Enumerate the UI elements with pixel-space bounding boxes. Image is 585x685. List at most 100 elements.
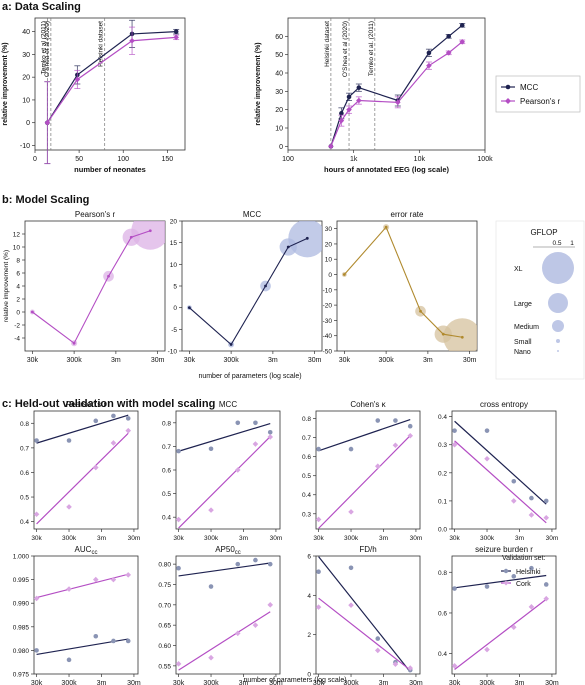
xlabel-a1: number of neonates [74,165,146,174]
point-c6-helsinki [316,569,321,575]
panel-a1-ytick-label: 20 [22,75,30,82]
panel-c7-ytick-label: 0.6 [438,610,447,617]
point-a2-pearson [356,97,362,104]
panel-c4-ytick-label: 0.990 [13,601,30,608]
panel-c7-xtick-label: 30m [545,680,559,685]
panel-c3-ytick-label: 0.4 [438,414,447,421]
point-c2-cork [374,463,381,469]
point-a2-mcc [339,111,344,116]
legend-b-bubble-xl [542,252,574,284]
panel-c2-ytick-label: 0.6 [302,454,311,461]
point-c6-helsinki [375,636,381,641]
point-c7-cork [510,624,517,631]
legend-b-bubble-small [556,339,560,343]
point-c5-cork [267,602,274,608]
title-b3: error rate [391,210,424,219]
panel-b2-ytick-label: -10 [168,349,178,356]
legend-c-cork-marker [503,580,509,586]
panel-c7-xtick-label: 30k [449,680,461,685]
panel-b2-ytick-label: 5 [173,284,177,291]
panel-c6-ytick-label: 0 [307,672,311,679]
point-b1 [129,235,133,239]
panel-c4-ytick-label: 0.975 [13,672,30,679]
panel-c6-xtick-label: 30k [313,680,325,685]
panel-c1-ytick-label: 0.4 [162,515,171,522]
panel-a1-ytick-label: -10 [20,143,30,150]
panel-c5-ytick-label: 0.60 [158,643,171,650]
fit-line-c5-cork [178,611,271,671]
point-c6-cork [392,661,399,667]
panel-a1-xtick-label: 150 [162,156,174,163]
point-c4-helsinki [66,657,72,663]
panel-c4-ytick-label: 0.995 [13,577,30,584]
panel-c0-xtick-label: 30m [128,535,141,542]
panel-c3-xtick-label: 300k [480,535,495,542]
panel-c5-frame [175,555,281,675]
panel-b1-xtick-label: 3m [111,357,121,364]
panel-b1-xtick-label: 300k [67,357,83,364]
point-a1-pearson [44,119,51,126]
panel-b1-ytick-label: 0 [16,310,20,317]
panel-c6-ytick-label: 2 [307,632,311,639]
fit-line-c7-helsinki [454,574,547,589]
panel-b3-xtick-label: 3m [423,357,433,364]
vline-label-a1-1: O'Shea et al (2020) [44,21,51,77]
legend-a-mcc-marker [505,84,511,90]
point-c5-cork [208,654,214,661]
panel-c7-xtick-label: 300k [479,680,495,685]
point-c4-cork [125,572,132,578]
point-c7-cork [484,646,490,653]
panel-c5-ytick-label: 0.70 [158,602,171,609]
panel-c0-xtick-label: 3m [97,535,106,542]
panel-a2-xtick-label: 1k [350,156,358,163]
panel-c6-ytick-label: 6 [307,554,311,561]
point-a2-pearson [459,39,466,45]
panel-c4-xtick-label: 3m [97,680,107,685]
panel-a2-xtick-label: 100k [477,156,493,163]
panel-b1-xtick-label: 30k [27,357,39,364]
point-a2-mcc [356,85,362,90]
point-c3-cork [510,498,517,504]
panel-c7-xtick-label: 3m [515,680,525,685]
fit-line-c1-helsinki [178,423,271,452]
panel-c3-xtick-label: 30m [546,535,559,542]
point-c1-helsinki [235,420,241,426]
panel-c2-xtick-label: 3m [379,535,388,542]
point-c4-cork [110,576,117,583]
title-c0: Pearson's r [66,400,107,409]
point-c2-helsinki [407,423,413,429]
legend-a-box [495,75,581,113]
title-c5: AP50cc [215,545,241,556]
bubbles-b2 [186,221,322,348]
panel-a2-ytick-label: 50 [275,52,283,59]
vline-label-a1-0: Temko et al (2011) [40,21,47,74]
legend-b-label-xl: XL [514,266,523,273]
point-c7-helsinki [543,582,549,587]
panel-b2-xtick-label: 300k [224,357,240,364]
point-c3-cork [528,512,535,518]
panel-c1-xtick-label: 30k [173,535,184,542]
point-a1-pearson [129,37,135,44]
fit-line-c4-cork [36,573,129,599]
panel-b3-xtick-label: 300k [379,357,395,364]
section-c-title: c: Held-out validation with model scalin… [2,398,216,410]
panel-b1-ytick-label: -2 [14,323,20,330]
panel-c2-xtick-label: 30m [410,535,423,542]
point-c4-helsinki [34,648,39,653]
panel-c1-xtick-label: 3m [239,535,248,542]
title-c2: Cohen's κ [350,400,386,409]
fit-line-c0-cork [36,432,129,525]
point-a2-pearson [346,106,352,113]
panel-c0-ytick-label: 0.8 [20,421,29,428]
panel-c3-xtick-label: 30k [449,535,460,542]
point-b3 [419,309,422,313]
point-c0-cork [66,504,72,510]
point-c2-helsinki [375,418,381,423]
point-c1-cork [175,516,182,523]
panel-b1-xtick-label: 30m [151,357,165,364]
point-b1 [148,229,152,233]
panel-b3-ytick-label: 10 [325,257,333,264]
panel-c0-ytick-label: 0.5 [20,495,29,502]
point-b1 [72,341,76,345]
panel-a1-frame [34,17,186,151]
